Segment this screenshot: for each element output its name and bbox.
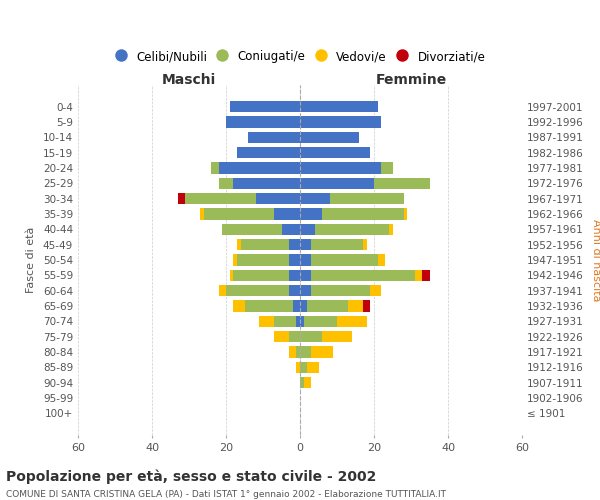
Bar bbox=[422, 270, 430, 281]
Bar bbox=[311, 346, 334, 358]
Bar bbox=[218, 285, 226, 296]
Bar bbox=[233, 254, 237, 266]
Bar bbox=[378, 254, 385, 266]
Bar bbox=[300, 300, 307, 312]
Bar bbox=[300, 116, 382, 128]
Bar bbox=[300, 285, 311, 296]
Bar bbox=[281, 224, 300, 235]
Bar bbox=[274, 316, 296, 327]
Bar bbox=[300, 377, 304, 388]
Bar bbox=[178, 193, 185, 204]
Bar bbox=[211, 162, 218, 173]
Y-axis label: Fasce di età: Fasce di età bbox=[26, 227, 36, 293]
Bar bbox=[223, 224, 281, 235]
Bar bbox=[256, 193, 300, 204]
Bar bbox=[230, 101, 300, 112]
Bar bbox=[311, 254, 378, 266]
Bar bbox=[274, 208, 300, 220]
Bar bbox=[237, 147, 300, 158]
Bar bbox=[233, 300, 245, 312]
Bar bbox=[300, 331, 322, 342]
Bar bbox=[370, 285, 382, 296]
Bar bbox=[322, 208, 404, 220]
Y-axis label: Anni di nascita: Anni di nascita bbox=[590, 219, 600, 301]
Bar bbox=[296, 362, 300, 373]
Bar bbox=[200, 208, 204, 220]
Bar bbox=[311, 285, 370, 296]
Bar bbox=[300, 239, 311, 250]
Bar bbox=[300, 270, 311, 281]
Bar bbox=[289, 254, 300, 266]
Bar bbox=[348, 300, 363, 312]
Bar bbox=[311, 270, 415, 281]
Bar bbox=[382, 162, 392, 173]
Bar bbox=[300, 224, 315, 235]
Text: Popolazione per età, sesso e stato civile - 2002: Popolazione per età, sesso e stato civil… bbox=[6, 470, 376, 484]
Bar bbox=[300, 346, 311, 358]
Text: Maschi: Maschi bbox=[162, 72, 216, 86]
Bar bbox=[374, 178, 430, 189]
Bar bbox=[218, 162, 300, 173]
Bar bbox=[307, 300, 348, 312]
Bar bbox=[226, 116, 300, 128]
Bar bbox=[296, 316, 300, 327]
Text: Femmine: Femmine bbox=[376, 72, 446, 86]
Bar bbox=[389, 224, 392, 235]
Bar bbox=[289, 270, 300, 281]
Bar bbox=[296, 346, 300, 358]
Bar bbox=[300, 362, 307, 373]
Bar bbox=[185, 193, 256, 204]
Bar bbox=[237, 254, 289, 266]
Bar bbox=[289, 331, 300, 342]
Bar bbox=[300, 193, 329, 204]
Bar bbox=[230, 270, 233, 281]
Bar bbox=[300, 101, 378, 112]
Bar bbox=[204, 208, 274, 220]
Legend: Celibi/Nubili, Coniugati/e, Vedovi/e, Divorziati/e: Celibi/Nubili, Coniugati/e, Vedovi/e, Di… bbox=[110, 46, 490, 68]
Bar bbox=[241, 239, 289, 250]
Bar bbox=[226, 285, 289, 296]
Bar bbox=[415, 270, 422, 281]
Bar bbox=[300, 208, 322, 220]
Bar bbox=[300, 162, 382, 173]
Bar bbox=[337, 316, 367, 327]
Bar bbox=[300, 132, 359, 143]
Bar bbox=[300, 178, 374, 189]
Bar bbox=[363, 300, 370, 312]
Bar bbox=[300, 316, 304, 327]
Bar bbox=[289, 346, 296, 358]
Bar bbox=[233, 178, 300, 189]
Bar bbox=[307, 362, 319, 373]
Bar bbox=[315, 224, 389, 235]
Bar bbox=[293, 300, 300, 312]
Bar bbox=[322, 331, 352, 342]
Bar bbox=[289, 285, 300, 296]
Bar bbox=[289, 239, 300, 250]
Bar bbox=[300, 147, 370, 158]
Bar bbox=[300, 254, 311, 266]
Text: COMUNE DI SANTA CRISTINA GELA (PA) - Dati ISTAT 1° gennaio 2002 - Elaborazione T: COMUNE DI SANTA CRISTINA GELA (PA) - Dat… bbox=[6, 490, 446, 499]
Bar bbox=[248, 132, 300, 143]
Bar bbox=[311, 239, 363, 250]
Bar bbox=[404, 208, 407, 220]
Bar bbox=[329, 193, 404, 204]
Bar bbox=[304, 377, 311, 388]
Bar bbox=[274, 331, 289, 342]
Bar bbox=[218, 178, 233, 189]
Bar bbox=[237, 239, 241, 250]
Bar bbox=[363, 239, 367, 250]
Bar bbox=[304, 316, 337, 327]
Bar bbox=[233, 270, 289, 281]
Bar bbox=[259, 316, 274, 327]
Bar bbox=[245, 300, 293, 312]
